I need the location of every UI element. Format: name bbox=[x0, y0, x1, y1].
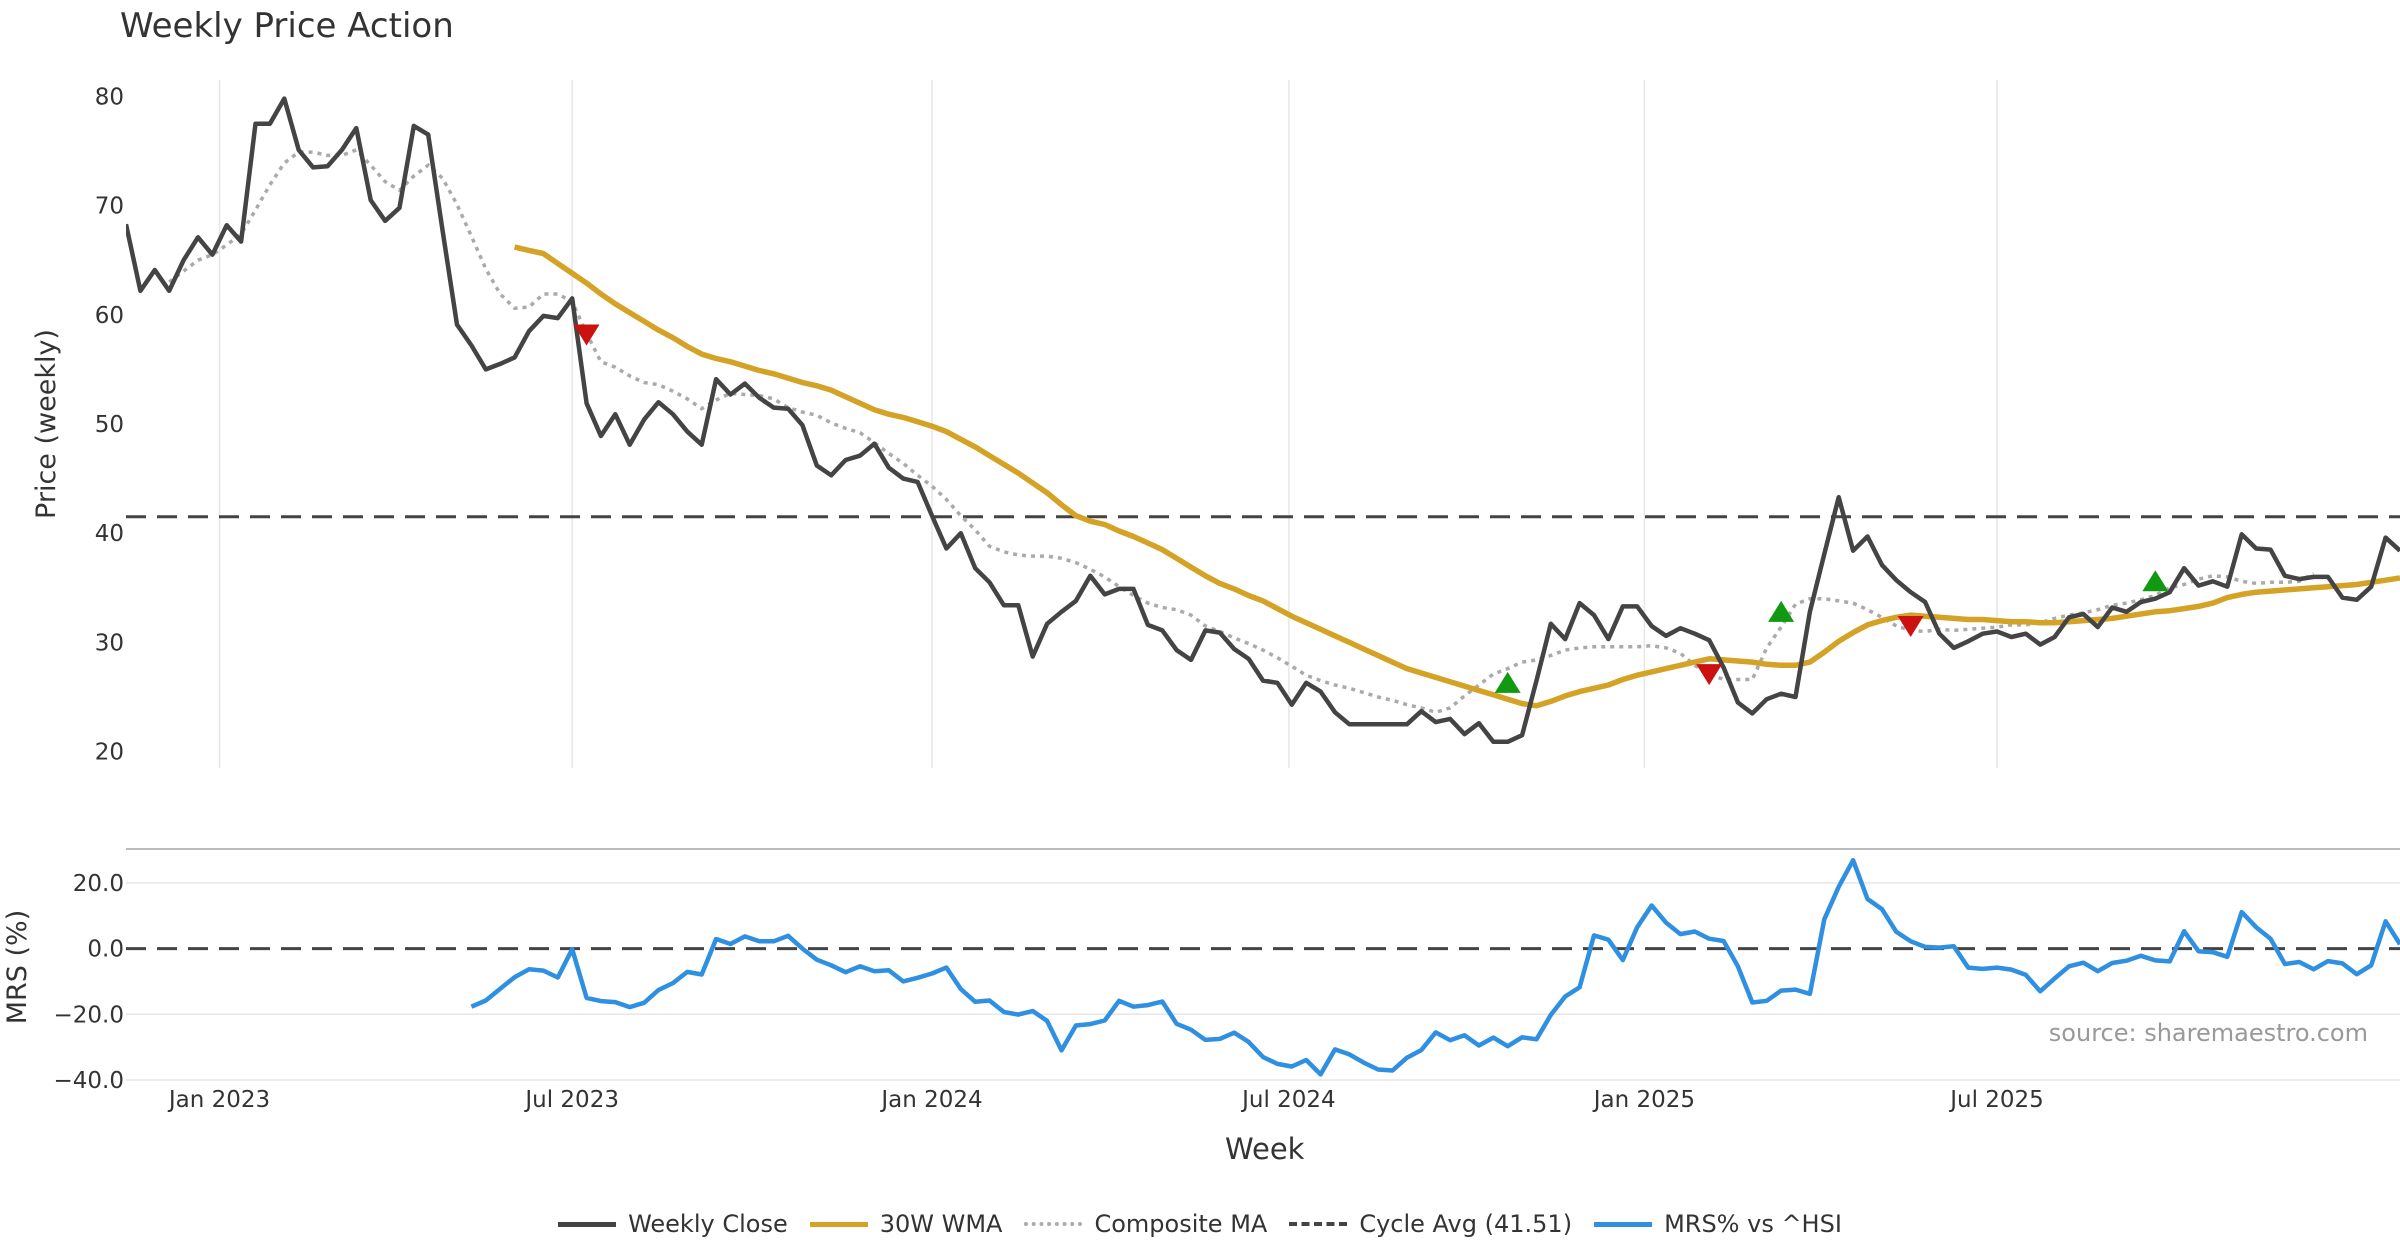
legend: Weekly Close 30W WMA Composite MA Cycle … bbox=[0, 1210, 2400, 1238]
legend-item-cycle-avg: Cycle Avg (41.51) bbox=[1289, 1210, 1572, 1238]
legend-item-composite-ma: Composite MA bbox=[1024, 1210, 1267, 1238]
legend-label-cycle-avg: Cycle Avg (41.51) bbox=[1359, 1210, 1573, 1238]
legend-swatch-cycle-avg bbox=[1289, 1222, 1348, 1226]
legend-swatch-mrs bbox=[1594, 1221, 1653, 1227]
legend-label-weekly-close: Weekly Close bbox=[628, 1210, 788, 1238]
legend-item-weekly-close: Weekly Close bbox=[558, 1210, 788, 1238]
legend-label-mrs: MRS% vs ^HSI bbox=[1664, 1210, 1842, 1238]
mrs-line bbox=[470, 857, 2400, 1077]
mrs-y-tick-label: −20.0 bbox=[54, 1002, 124, 1028]
weekly-close-line bbox=[126, 96, 2400, 745]
x-tick-label: Jan 2024 bbox=[879, 1087, 982, 1113]
x-tick-label: Jul 2023 bbox=[523, 1087, 619, 1113]
source-credit: source: sharemaestro.com bbox=[2048, 1019, 2368, 1047]
bullish-signal-marker bbox=[1768, 600, 1795, 622]
x-tick-label: Jul 2025 bbox=[1948, 1087, 2044, 1113]
chart-title: Weekly Price Action bbox=[120, 6, 454, 46]
price-y-tick-label: 60 bbox=[95, 303, 124, 329]
legend-swatch-composite-ma bbox=[1024, 1222, 1083, 1226]
mrs-y-tick-label: −40.0 bbox=[54, 1068, 124, 1094]
bullish-signal-marker bbox=[2142, 570, 2169, 592]
legend-label-composite-ma: Composite MA bbox=[1094, 1210, 1268, 1238]
mrs-y-axis-label: MRS (%) bbox=[2, 910, 33, 1025]
price-y-tick-label: 20 bbox=[95, 740, 124, 766]
composite-ma-line bbox=[168, 147, 2315, 715]
x-tick-label: Jul 2024 bbox=[1240, 1087, 1336, 1113]
legend-swatch-30w-wma bbox=[809, 1221, 868, 1227]
legend-item-30w-wma: 30W WMA bbox=[809, 1210, 1003, 1238]
bearish-signal-marker bbox=[573, 324, 600, 346]
mrs-y-tick-label: 20.0 bbox=[73, 871, 124, 897]
price-y-tick-label: 50 bbox=[95, 412, 124, 438]
x-tick-label: Jan 2025 bbox=[1592, 1087, 1695, 1113]
x-axis-label: Week bbox=[1225, 1132, 1305, 1166]
price-y-tick-label: 30 bbox=[95, 630, 124, 656]
bearish-signal-marker bbox=[1696, 664, 1723, 686]
wma-line bbox=[513, 244, 2400, 709]
price-y-tick-label: 70 bbox=[95, 194, 124, 220]
legend-label-30w-wma: 30W WMA bbox=[879, 1210, 1003, 1238]
price-y-axis-label: Price (weekly) bbox=[31, 329, 62, 519]
mrs-y-tick-label: 0.0 bbox=[87, 937, 124, 963]
bearish-signal-marker bbox=[1897, 616, 1924, 638]
legend-item-mrs: MRS% vs ^HSI bbox=[1594, 1210, 1842, 1238]
legend-swatch-weekly-close bbox=[558, 1221, 617, 1227]
price-y-tick-label: 40 bbox=[95, 521, 124, 547]
x-tick-label: Jan 2023 bbox=[167, 1087, 270, 1113]
bullish-signal-marker bbox=[1494, 671, 1521, 693]
price-y-tick-label: 80 bbox=[95, 84, 124, 110]
